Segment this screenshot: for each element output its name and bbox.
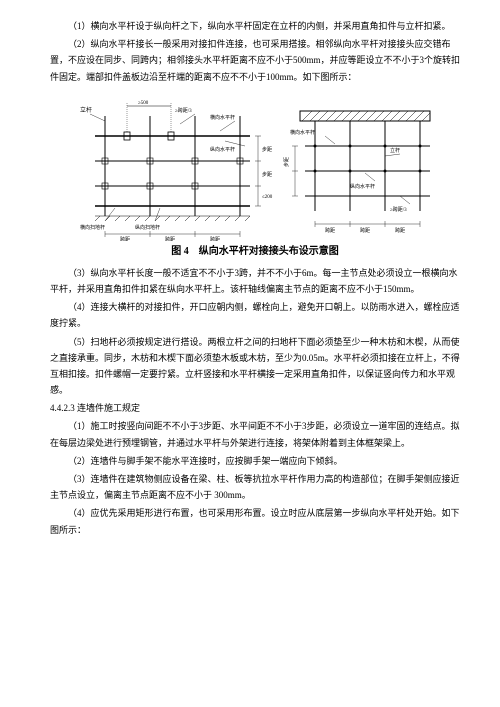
dim-step-a: 步距 bbox=[262, 147, 272, 153]
dim-r-span-c: 跨距 bbox=[395, 227, 405, 234]
dim-r-span-a: 跨距 bbox=[325, 227, 335, 234]
paragraph-1: （1）横向水平杆设于纵向杆之下，纵向水平杆固定在立杆的内侧，并采用直角扣件与立杆… bbox=[50, 18, 460, 34]
paragraph-5: （5）扫地杆必须按规定进行搭设。两根立杆之间的扫地杆下面必须垫至少一种木枋和木楔… bbox=[50, 334, 460, 399]
dim-span-c: 跨距 bbox=[210, 236, 220, 241]
lbl-vpole: 立杆 bbox=[80, 106, 92, 114]
dim-span-a: 跨距 bbox=[120, 236, 130, 241]
dim-r-step-a: 步距 bbox=[284, 157, 290, 167]
paragraph-3: （3）纵向水平杆长度一般不适宜不不小于3跨，并不不小于6m。每一主节点处必须设立… bbox=[50, 265, 460, 297]
dim-r-span-b: 跨距 bbox=[360, 227, 370, 234]
lbl-sweep2: 纵向扫地杆 bbox=[135, 224, 160, 231]
lbl-vlong: 纵向水平杆 bbox=[210, 146, 235, 153]
dim-500: ≥500 bbox=[138, 101, 149, 106]
lbl-r-vpole: 立杆 bbox=[390, 147, 400, 154]
paragraph-2: （2）纵向水平杆接长一般采用对接扣件连接，也可采用搭接。相邻纵向水平杆对接接头应… bbox=[50, 36, 460, 85]
lbl-sweep1: 横向扫地杆 bbox=[80, 224, 105, 231]
lbl-span3: ≥跨距/3 bbox=[175, 107, 192, 114]
lbl-hlong: 横向水平杆 bbox=[210, 114, 235, 121]
scaffold-diagram-svg: ≥500 立杆 ≥跨距/3 横向水平杆 纵向水平杆 横向扫地杆 纵向扫地杆 跨距… bbox=[75, 91, 435, 241]
paragraph-7: （2）连墙件与脚手架不能水平连接时，应按脚手架一端应向下倾斜。 bbox=[50, 453, 460, 469]
lbl-r-span3: ≥跨距/3 bbox=[390, 206, 407, 213]
diagram-figure-4: ≥500 立杆 ≥跨距/3 横向水平杆 纵向水平杆 横向扫地杆 纵向扫地杆 跨距… bbox=[50, 91, 460, 241]
lbl-r-hlong: 横向水平杆 bbox=[290, 129, 315, 136]
lbl-r-vwater: 纵向水平杆 bbox=[350, 183, 375, 190]
paragraph-8: （3）连墙件在建筑物侧应设备在梁、柱、板等抗拉水平杆作用力高的构造部位；在脚手架… bbox=[50, 471, 460, 503]
dim-span-b: 跨距 bbox=[165, 236, 175, 241]
section-4-4-2-3: 4.4.2.3 连墙件施工规定 bbox=[50, 400, 460, 416]
figure-4-caption: 图 4 纵向水平杆对接接头布设示意图 bbox=[50, 243, 460, 261]
paragraph-9: （4）应优先采用矩形进行布置，也可采用形布置。设立时应从底层第一步纵向水平杆处开… bbox=[50, 505, 460, 537]
paragraph-6: （1）施工时按竖向间距不不小于3步距、水平间距不不小于3步距，必须设立一道牢固的… bbox=[50, 418, 460, 450]
dim-step-b: 步距 bbox=[262, 172, 272, 178]
paragraph-4: （4）连接大横杆的对接扣件，开口应朝内侧，螺栓向上，避免开口朝上。以防雨水进入，… bbox=[50, 299, 460, 331]
dim-h200: ≤200 bbox=[262, 195, 273, 200]
